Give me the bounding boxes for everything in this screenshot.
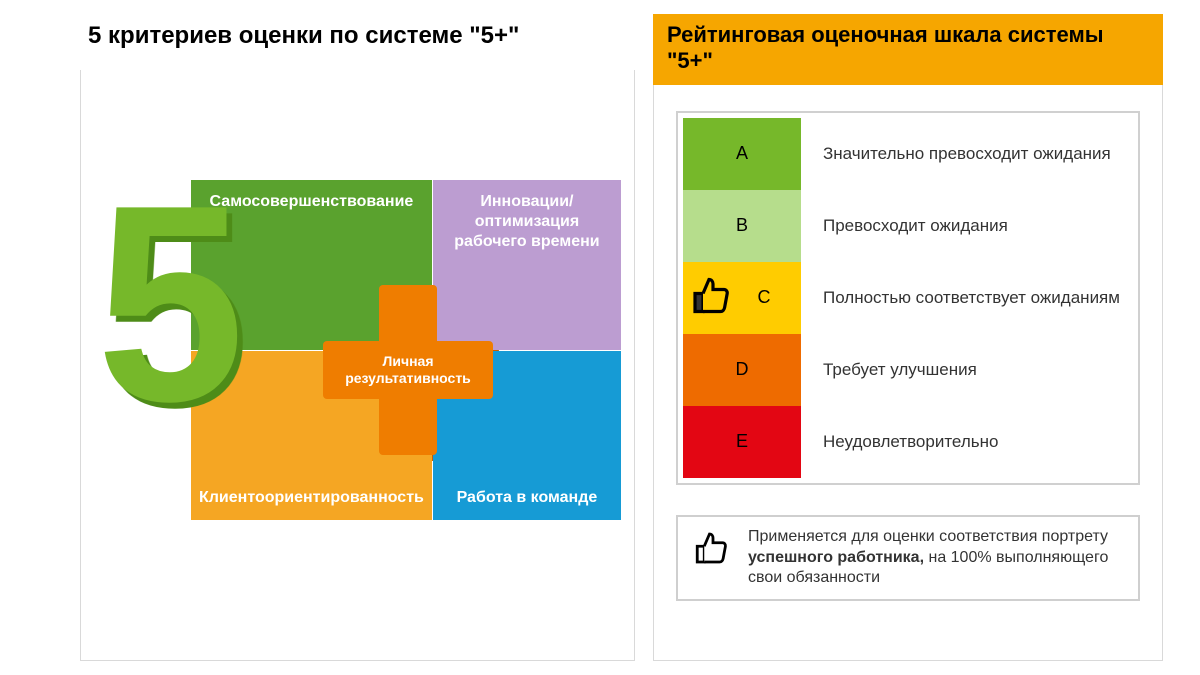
quadrant-bl-label: Клиентоориентированность: [199, 488, 424, 508]
scale-label: Полностью соответствует ожиданиям: [801, 262, 1133, 334]
scale-swatch: E: [683, 406, 801, 478]
footer-text: Применяется для оценки соответствия порт…: [748, 527, 1124, 589]
scale-letter: A: [736, 143, 748, 164]
plus-shape: Личная результативность: [323, 285, 493, 455]
scale-letter: C: [758, 287, 771, 308]
quadrant-tr-label: Инновации/оптимизация рабочего времени: [441, 192, 613, 252]
scale-swatch: D: [683, 334, 801, 406]
scale-swatch: A: [683, 118, 801, 190]
quadrant-tl-label: Самосовершенствование: [210, 192, 414, 212]
scale-swatch: C: [683, 262, 801, 334]
scale-row: E Неудовлетворительно: [683, 406, 1133, 478]
big-five-glyph: 5: [97, 190, 234, 420]
plus-label: Личная результативность: [323, 285, 493, 455]
scale-letter: B: [736, 215, 748, 236]
rating-scale: A Значительно превосходит ожидания B Превос…: [676, 111, 1140, 485]
left-title: 5 критериев оценки по системе "5+": [80, 14, 635, 70]
right-title: Рейтинговая оценочная шкала системы "5+": [653, 14, 1163, 85]
thumbs-up-icon: [692, 527, 734, 574]
footer-note: Применяется для оценки соответствия порт…: [676, 515, 1140, 601]
scale-label: Превосходит ожидания: [801, 190, 1133, 262]
scale-row: C Полностью соответствует ожиданиям: [683, 262, 1133, 334]
right-body: A Значительно превосходит ожидания B Превос…: [653, 85, 1163, 661]
quadrant-br-label: Работа в команде: [457, 488, 598, 508]
scale-label: Требует улучшения: [801, 334, 1133, 406]
criteria-diagram: Самосовершенствование Инновации/оптимиза…: [80, 70, 635, 661]
scale-swatch: B: [683, 190, 801, 262]
left-panel: 5 критериев оценки по системе "5+" Самос…: [80, 14, 635, 661]
scale-row: A Значительно превосходит ожидания: [683, 118, 1133, 190]
scale-row: D Требует улучшения: [683, 334, 1133, 406]
scale-label: Неудовлетворительно: [801, 406, 1133, 478]
scale-label: Значительно превосходит ожидания: [801, 118, 1133, 190]
scale-letter: E: [736, 431, 748, 452]
scale-letter: D: [736, 359, 749, 380]
thumbs-up-icon: [689, 271, 737, 324]
scale-row: B Превосходит ожидания: [683, 190, 1133, 262]
right-panel: Рейтинговая оценочная шкала системы "5+"…: [653, 14, 1163, 661]
